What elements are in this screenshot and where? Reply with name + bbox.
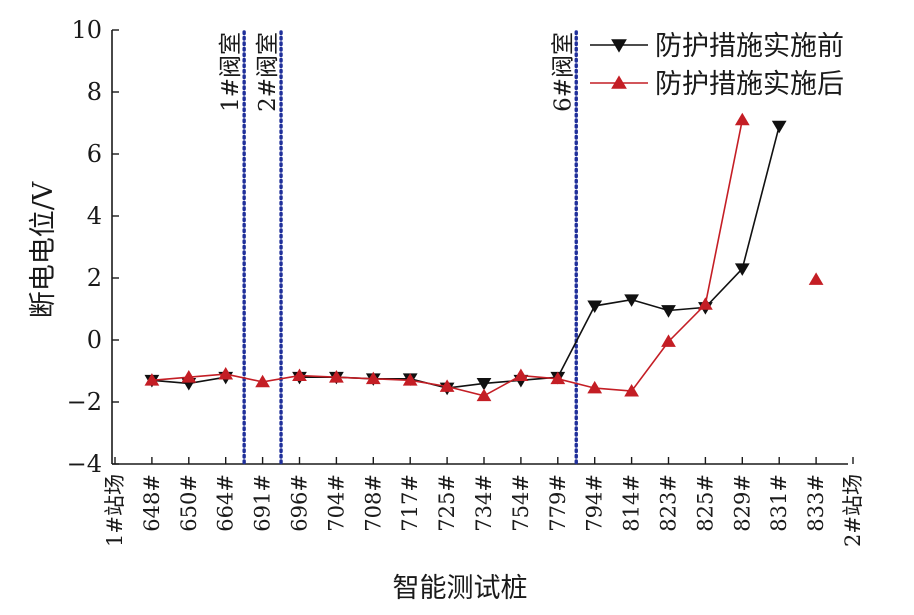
legend-marker	[611, 75, 627, 89]
y-tick-label: 10	[71, 16, 102, 44]
x-tick-label: 825#	[693, 474, 717, 532]
series-line	[299, 125, 780, 389]
tick-labels: −4 −2 0 2 4 6 8 10 1#站场 648# 650# 664# 691# 696# 704# 7…	[67, 16, 865, 547]
y-tick-label: 6	[87, 140, 102, 168]
y-axis-title: 断电电位/V	[28, 181, 59, 318]
x-tick-label: 696#	[288, 474, 312, 532]
data-point	[734, 263, 750, 276]
legend-label: 防护措施实施前	[655, 31, 844, 62]
data-point	[292, 368, 307, 382]
x-tick-label: 734#	[472, 474, 496, 532]
legend-label: 防护措施实施后	[655, 69, 844, 100]
x-tick-label: 2#站场	[841, 474, 865, 547]
series-layer	[144, 112, 824, 402]
data-point	[661, 334, 676, 347]
valve-marker-label: 1#阀室	[218, 32, 244, 112]
data-point	[218, 366, 234, 380]
data-point	[624, 294, 639, 307]
y-tick-label: 4	[87, 202, 102, 230]
x-tick-label: 794#	[583, 474, 607, 532]
x-tick-label: 648#	[140, 474, 164, 532]
data-point	[587, 380, 603, 394]
data-point	[550, 371, 566, 385]
x-tick-label: 704#	[324, 474, 348, 532]
x-tick-label: 833#	[804, 474, 828, 532]
axes	[111, 29, 854, 465]
data-point	[734, 112, 750, 126]
x-tick-label: 829#	[730, 474, 754, 532]
x-tick-label: 814#	[620, 474, 644, 532]
x-tick-label: 717#	[398, 474, 422, 532]
legend-marker	[611, 39, 627, 53]
data-point	[771, 120, 787, 134]
data-point	[365, 371, 381, 385]
data-point	[255, 374, 270, 388]
x-tick-label: 725#	[435, 474, 459, 532]
data-point	[587, 300, 603, 314]
valve-marker-label: 6#阀室	[550, 32, 576, 112]
x-tick-label: 779#	[546, 474, 570, 532]
data-point	[402, 373, 418, 386]
data-point	[513, 368, 529, 382]
y-tick-label: 8	[87, 78, 102, 106]
series-line	[151, 119, 744, 397]
data-point	[624, 383, 639, 397]
x-tick-label: 831#	[767, 474, 791, 532]
x-tick-label: 691#	[251, 474, 275, 532]
series-1	[144, 120, 787, 396]
data-point	[808, 272, 824, 285]
x-tick-label: 754#	[509, 474, 533, 532]
x-tick-label: 664#	[214, 474, 238, 532]
y-tick-label: −2	[67, 388, 102, 416]
data-point	[329, 370, 344, 383]
y-tick-label: 2	[87, 264, 102, 292]
data-point	[144, 373, 160, 386]
x-tick-label: 708#	[361, 474, 385, 532]
data-point	[181, 370, 197, 383]
y-tick-label: 0	[87, 326, 102, 354]
x-tick-label: 1#站场	[103, 474, 127, 547]
valve-marker-lines: 1#阀室 2#阀室 6#阀室	[218, 30, 578, 466]
data-point	[476, 388, 492, 402]
data-point	[439, 379, 455, 392]
valve-marker-label: 2#阀室	[255, 32, 281, 112]
data-point	[476, 378, 492, 391]
series-2	[144, 112, 824, 402]
y-tick-label: −4	[67, 450, 102, 478]
data-point	[661, 305, 676, 318]
x-axis-title: 智能测试桩	[393, 573, 528, 604]
x-tick-label: 823#	[657, 474, 681, 532]
x-tick-label: 650#	[177, 474, 201, 532]
data-point	[698, 297, 713, 310]
